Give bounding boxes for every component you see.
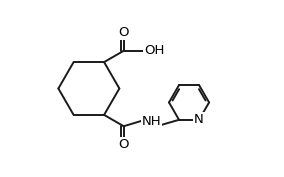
Text: N: N bbox=[194, 113, 204, 126]
Text: NH: NH bbox=[142, 115, 161, 127]
Text: O: O bbox=[118, 138, 129, 151]
Text: O: O bbox=[118, 26, 129, 39]
Text: OH: OH bbox=[144, 44, 164, 57]
